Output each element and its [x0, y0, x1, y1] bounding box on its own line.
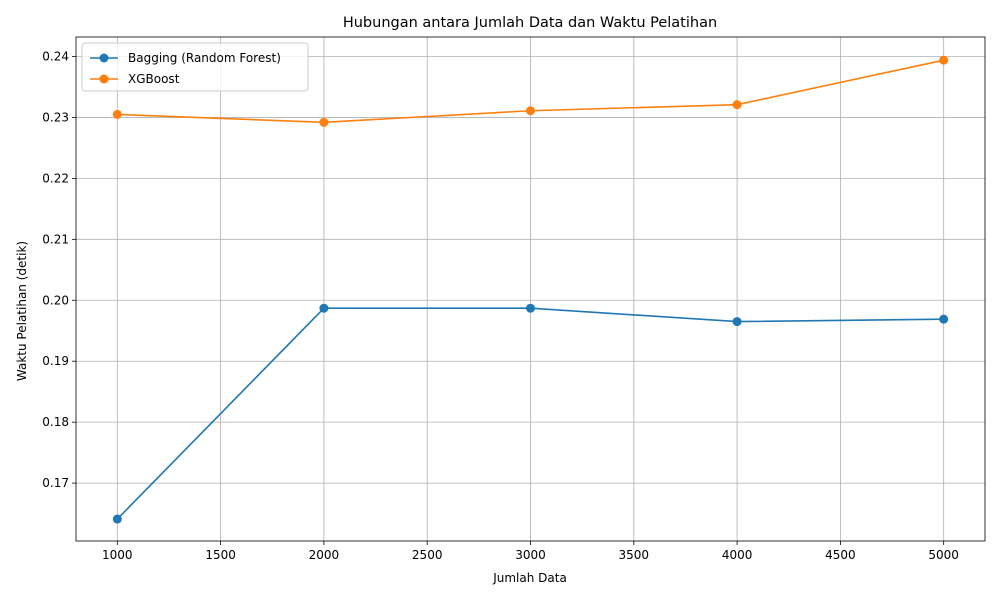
y-tick-label: 0.18	[42, 415, 69, 429]
data-point	[112, 109, 122, 119]
y-tick-label: 0.20	[42, 293, 69, 307]
chart-title: Hubungan antara Jumlah Data dan Waktu Pe…	[343, 15, 717, 31]
data-point	[319, 303, 329, 313]
x-tick-label: 4000	[722, 548, 753, 562]
legend-item: Bagging (Random Forest)	[90, 51, 281, 65]
x-tick-label: 2000	[309, 548, 340, 562]
x-tick-label: 1000	[102, 548, 133, 562]
y-tick-label: 0.19	[42, 354, 69, 368]
data-point	[732, 100, 742, 110]
x-tick-label: 5000	[928, 548, 959, 562]
x-tick-label: 2500	[412, 548, 443, 562]
x-tick-label: 3000	[515, 548, 546, 562]
x-tick-label: 4500	[825, 548, 856, 562]
legend-marker	[99, 53, 109, 63]
series-lines	[112, 55, 949, 524]
x-tick-label: 3500	[619, 548, 650, 562]
y-tick-label: 0.24	[42, 50, 69, 64]
data-point	[939, 55, 949, 65]
legend-label: XGBoost	[128, 72, 180, 86]
legend-item: XGBoost	[90, 72, 180, 86]
tick-marks: 1000 1500 2000 2500 3000 3500 4000 4500 5000 0.17…	[42, 50, 959, 562]
data-point	[939, 314, 949, 324]
data-point	[732, 317, 742, 327]
data-point	[112, 514, 122, 524]
y-tick-label: 0.22	[42, 171, 69, 185]
data-point	[526, 106, 535, 116]
legend: Bagging (Random Forest) XGBoost	[81, 42, 309, 92]
series-0	[112, 303, 949, 524]
legend-marker	[99, 74, 109, 84]
legend-label: Bagging (Random Forest)	[128, 51, 281, 65]
y-tick-label: 0.23	[42, 110, 69, 124]
y-axis-title: Waktu Pelatihan (detik)	[15, 241, 29, 381]
data-point	[319, 117, 329, 127]
legend-box	[81, 42, 309, 92]
x-axis-title: Jumlah Data	[492, 571, 567, 585]
y-tick-label: 0.21	[42, 232, 69, 246]
x-tick-label: 1500	[205, 548, 236, 562]
series-1	[112, 55, 949, 127]
y-tick-label: 0.17	[42, 476, 69, 490]
data-point	[526, 303, 535, 313]
